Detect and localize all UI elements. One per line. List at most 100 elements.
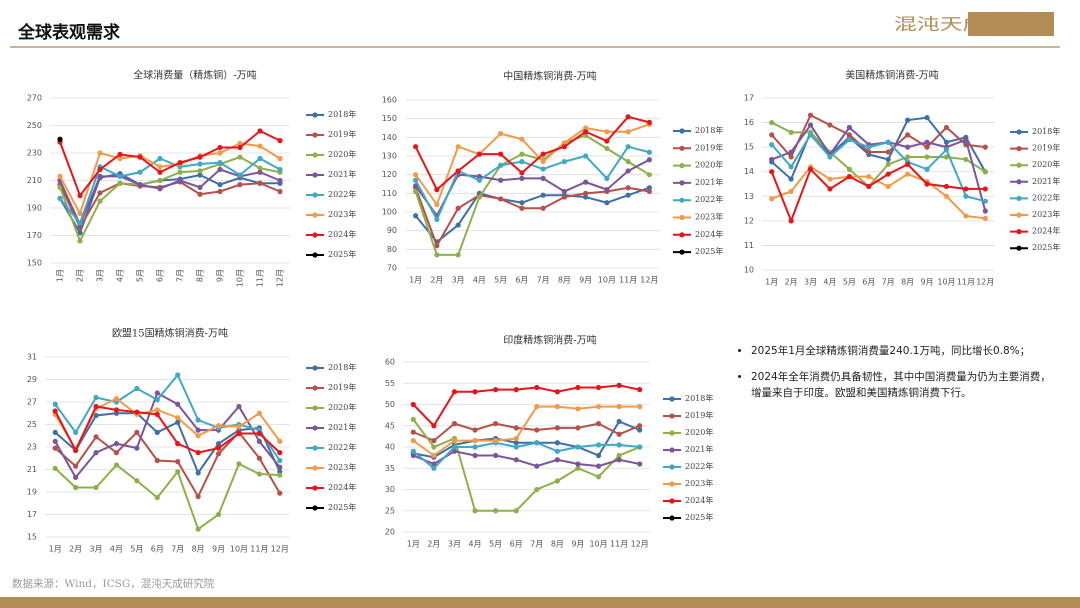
data-point (846, 132, 852, 138)
data-point (554, 425, 560, 431)
data-point (885, 171, 891, 177)
data-point (175, 441, 181, 447)
data-point (451, 421, 458, 427)
data-point (195, 427, 201, 433)
data-point (982, 198, 988, 204)
data-point (788, 164, 794, 170)
data-point (431, 452, 437, 459)
data-point (646, 172, 652, 178)
legend-dot (669, 515, 675, 521)
x-tick-label: 2月 (69, 545, 82, 554)
data-point (498, 196, 504, 202)
data-point (277, 177, 283, 184)
data-point (943, 183, 950, 190)
chart-title: 印度精炼铜消费-万吨 (503, 334, 596, 347)
data-point (866, 144, 872, 150)
data-point (257, 180, 263, 186)
legend-label: 2023年 (685, 478, 713, 488)
data-point (117, 180, 123, 186)
y-tick-label: 21 (27, 465, 37, 474)
series-line (412, 441, 640, 470)
x-tick-label: 10月 (236, 269, 245, 287)
data-point (616, 442, 622, 448)
data-point (134, 478, 140, 484)
data-point (97, 166, 103, 173)
legend-label: 2025年 (328, 502, 356, 512)
x-tick-label: 12月 (631, 540, 649, 549)
data-point (175, 419, 181, 425)
data-point (519, 159, 525, 165)
y-tick-label: 250 (27, 121, 42, 130)
legend-dot (312, 112, 318, 118)
x-tick-label: 1月 (409, 276, 422, 285)
data-point (175, 401, 181, 407)
data-point (93, 434, 99, 440)
legend-dot (312, 132, 318, 138)
data-point (646, 157, 652, 163)
data-point (885, 156, 891, 163)
y-tick-label: 60 (385, 358, 395, 367)
data-point (215, 441, 222, 447)
series-line (59, 156, 281, 244)
data-point (905, 144, 911, 150)
data-point (215, 423, 222, 429)
data-point (476, 194, 482, 200)
y-tick-label: 210 (27, 176, 42, 185)
data-point (134, 409, 140, 415)
data-point (257, 128, 263, 134)
data-point (52, 401, 58, 407)
series-line (54, 430, 281, 499)
data-point (277, 472, 283, 478)
data-point (256, 438, 262, 444)
data-point (431, 444, 437, 450)
x-tick-label: 11月 (610, 540, 628, 549)
data-point (846, 137, 852, 143)
data-point (217, 188, 223, 195)
legend-dot (679, 249, 685, 255)
y-tick-label: 170 (27, 231, 42, 240)
data-point (866, 174, 872, 180)
data-point (73, 447, 79, 453)
data-point (982, 208, 988, 214)
data-point (434, 187, 440, 193)
data-point (963, 193, 969, 199)
legend-label: 2019年 (328, 382, 356, 392)
data-point (137, 182, 143, 188)
data-point (451, 444, 458, 450)
data-point (846, 124, 852, 131)
data-point (519, 205, 525, 211)
data-point (97, 173, 103, 179)
data-point (256, 410, 262, 416)
data-point (434, 252, 440, 258)
series-line (412, 422, 641, 442)
data-point (410, 438, 416, 444)
data-point (583, 125, 589, 131)
data-point (924, 166, 930, 172)
data-point (117, 173, 123, 179)
legend-label: 2018年 (1032, 126, 1060, 136)
x-tick-label: 6月 (156, 269, 165, 282)
data-point (257, 155, 263, 162)
data-point (924, 144, 930, 150)
notes: 2025年1月全球精炼铜消费量240.1万吨，同比增长0.8%； 2024年全年… (735, 343, 1060, 411)
data-point (561, 159, 567, 165)
data-point (807, 122, 814, 128)
data-point (237, 172, 243, 178)
data-point (157, 177, 163, 184)
data-point (197, 154, 203, 160)
legend-dot (669, 498, 675, 504)
data-point (277, 166, 283, 173)
data-point (236, 424, 242, 430)
legend-dot (679, 232, 685, 238)
data-point (113, 396, 120, 402)
data-point (277, 155, 283, 162)
x-tick-label: 5月 (136, 269, 145, 282)
data-point (827, 176, 833, 182)
legend-label: 2021年 (328, 422, 356, 432)
legend-dot (312, 252, 318, 258)
y-tick-label: 12 (744, 216, 754, 225)
data-point (237, 144, 243, 151)
data-point (807, 132, 814, 138)
series-line (412, 384, 640, 428)
